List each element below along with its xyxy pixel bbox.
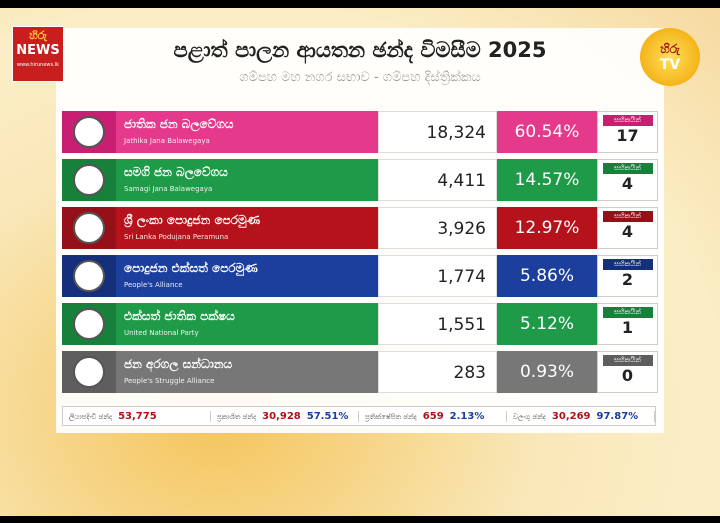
subtitle: ගම්පහ මහ නගර සභාව - ගම්පහ දිස්ත්‍රික්කය [239, 70, 481, 85]
seats: සභිකයින් 17 [597, 111, 658, 153]
party-name: ජන අරගල සන්ධානය People's Struggle Allianc… [116, 351, 378, 393]
logo-url: www.hirunews.lk [17, 62, 59, 68]
seats-label: සභිකයින් [602, 211, 653, 222]
seats-label: සභිකයින් [602, 355, 653, 366]
news-logo: හිරු NEWS www.hirunews.lk [12, 26, 64, 82]
party-row: පොදුජන එක්සත් පෙරමුණ People's Alliance 1,7… [62, 255, 658, 297]
symbol-circle [73, 356, 105, 388]
seats: සභිකයින් 4 [597, 207, 658, 249]
seats-count: 4 [621, 174, 634, 193]
summary-percent: 2.13% [449, 410, 485, 422]
symbol-circle [73, 164, 105, 196]
summary: ලියාපදිංචි ඡන්ද 53,775 ප්‍රකාශිත ඡන්ද 30,92… [62, 406, 656, 426]
logo-text: හිරු [660, 42, 680, 56]
summary-item: ප්‍රකාශිත ඡන්ද 30,928 57.51% [211, 410, 359, 422]
seats: සභිකයින් 1 [597, 303, 658, 345]
logo-text: NEWS [16, 43, 60, 58]
votes: 1,774 [378, 255, 497, 297]
name-si: ශ්‍රී ලංකා පොදුජන පෙරමුණ [124, 213, 261, 227]
party-row: ජන අරගල සන්ධානය People's Struggle Allianc… [62, 351, 658, 393]
percent: 14.57% [497, 159, 597, 201]
seats-count: 17 [616, 126, 639, 145]
summary-percent: 57.51% [306, 410, 349, 422]
summary-label: ප්‍රකාශිත ඡන්ද [217, 412, 257, 421]
summary-item: ප්‍රතික්ෂේපිත ඡන්ද 659 2.13% [359, 410, 507, 422]
summary-count: 659 [422, 410, 444, 422]
votes: 4,411 [378, 159, 497, 201]
seats-label: සභිකයින් [602, 259, 653, 270]
party-symbol [62, 351, 116, 393]
party-name: සමගි ජන බලවේගය Samagi Jana Balawegaya [116, 159, 378, 201]
seats-count: 1 [621, 318, 634, 337]
symbol-circle [73, 212, 105, 244]
name-en: People's Struggle Alliance [124, 377, 215, 385]
seats-count: 4 [621, 222, 634, 241]
votes: 283 [378, 351, 497, 393]
percent: 60.54% [497, 111, 597, 153]
party-row: එක්සත් ජාතික පක්ෂය United National Party 1… [62, 303, 658, 345]
summary-count: 53,775 [118, 410, 157, 422]
party-symbol [62, 303, 116, 345]
logo-text: TV [659, 57, 681, 73]
party-name: ජාතික ජන බලවේගය Jathika Jana Balawegaya [116, 111, 378, 153]
tv-logo: හිරු TV [640, 28, 700, 86]
party-symbol [62, 255, 116, 297]
summary-item: ලියාපදිංචි ඡන්ද 53,775 [63, 410, 211, 422]
party-row: සමගි ජන බලවේගය Samagi Jana Balawegaya 4,41… [62, 159, 658, 201]
name-si: ජන අරගල සන්ධානය [124, 357, 233, 371]
party-row: ජාතික ජන බලවේගය Jathika Jana Balawegaya 18… [62, 111, 658, 153]
percent: 5.86% [497, 255, 597, 297]
logo-text: හිරු [29, 29, 47, 42]
seats: සභිකයින් 0 [597, 351, 658, 393]
screen: හිරු NEWS www.hirunews.lk හිරු TV පළාත් පාල… [0, 8, 720, 516]
summary-label: ප්‍රතික්ෂේපිත ඡන්ද [365, 412, 417, 421]
name-en: United National Party [124, 329, 199, 337]
name-en: Sri Lanka Podujana Peramuna [124, 233, 229, 241]
party-symbol [62, 111, 116, 153]
name-si: එක්සත් ජාතික පක්ෂය [124, 309, 235, 323]
symbol-circle [73, 260, 105, 292]
percent: 12.97% [497, 207, 597, 249]
party-name: පොදුජන එක්සත් පෙරමුණ People's Alliance [116, 255, 378, 297]
seats-label: සභිකයින් [602, 115, 653, 126]
party-symbol [62, 159, 116, 201]
votes: 18,324 [378, 111, 497, 153]
summary-label: ලියාපදිංචි ඡන්ද [69, 412, 113, 421]
seats-count: 0 [621, 366, 634, 385]
name-en: Jathika Jana Balawegaya [124, 137, 210, 145]
summary-item: වලංගු ඡන්ද 30,269 97.87% [507, 410, 655, 422]
party-name: ශ්‍රී ලංකා පොදුජන පෙරමුණ Sri Lanka Poduja… [116, 207, 378, 249]
percent: 5.12% [497, 303, 597, 345]
symbol-circle [73, 116, 105, 148]
seats: සභිකයින් 2 [597, 255, 658, 297]
party-row: ශ්‍රී ලංකා පොදුජන පෙරමුණ Sri Lanka Poduja… [62, 207, 658, 249]
title: පළාත් පාලන ආයතන ඡන්ද විමසීම 2025 [173, 38, 547, 62]
name-si: සමගි ජන බලවේගය [124, 165, 228, 179]
votes: 3,926 [378, 207, 497, 249]
summary-count: 30,269 [551, 410, 591, 422]
party-name: එක්සත් ජාතික පක්ෂය United National Party [116, 303, 378, 345]
name-en: Samagi Jana Balawegaya [124, 185, 213, 193]
summary-percent: 97.87% [596, 410, 639, 422]
name-si: ජාතික ජන බලවේගය [124, 117, 234, 131]
seats: සභිකයින් 4 [597, 159, 658, 201]
symbol-circle [73, 308, 105, 340]
votes: 1,551 [378, 303, 497, 345]
seats-label: සභිකයින් [602, 307, 653, 318]
summary-label: වලංගු ඡන්ද [513, 412, 546, 421]
summary-count: 30,928 [262, 410, 301, 422]
party-symbol [62, 207, 116, 249]
percent: 0.93% [497, 351, 597, 393]
name-si: පොදුජන එක්සත් පෙරමුණ [124, 261, 258, 275]
seats-label: සභිකයින් [602, 163, 653, 174]
seats-count: 2 [621, 270, 634, 289]
name-en: People's Alliance [124, 281, 183, 289]
